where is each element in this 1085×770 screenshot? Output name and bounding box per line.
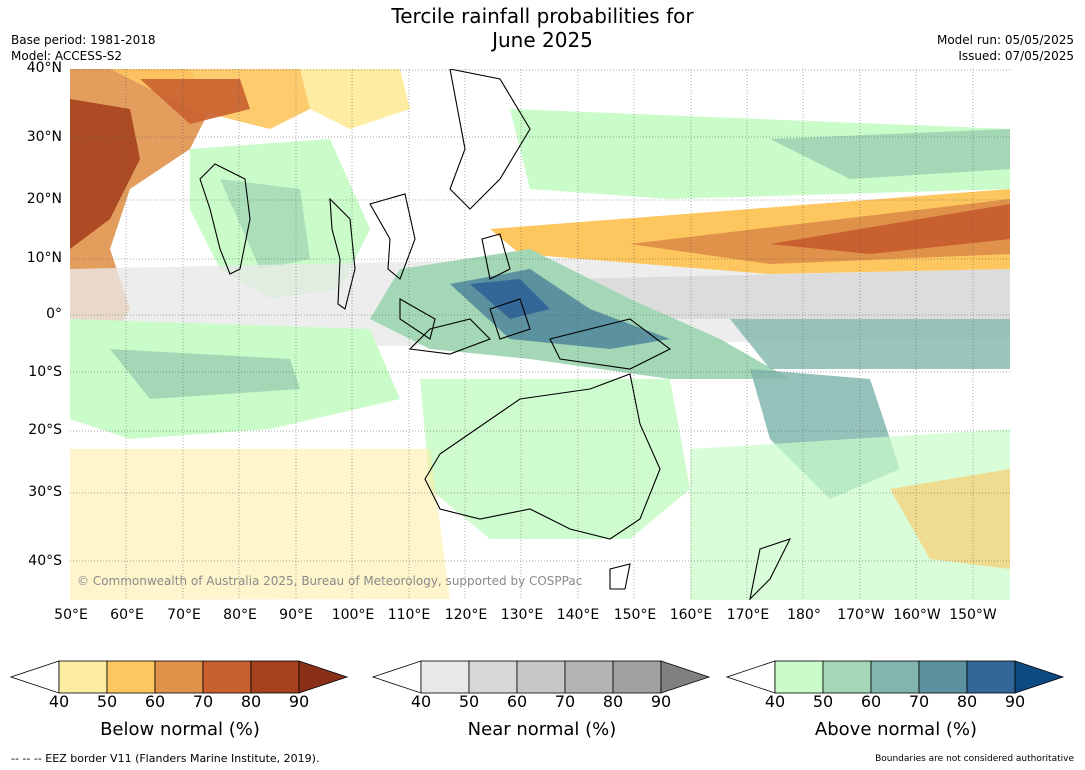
lon-label: 180° bbox=[787, 607, 821, 623]
tick-label: 80 bbox=[602, 692, 624, 711]
model-name: Model: ACCESS-S2 bbox=[11, 49, 123, 63]
graticule bbox=[70, 69, 1010, 600]
lon-label: 100°E bbox=[331, 607, 375, 623]
lon-label: 170°W bbox=[837, 607, 885, 623]
tick-label: 40 bbox=[764, 692, 786, 711]
colorbar-segment bbox=[58, 660, 108, 694]
tick-label: 70 bbox=[554, 692, 576, 711]
probability-field bbox=[70, 69, 1010, 600]
lat-label: 40°S bbox=[28, 553, 62, 569]
colorbar-segment bbox=[106, 660, 156, 694]
colorbar-extend-high bbox=[1014, 660, 1065, 694]
lon-label: 150°E bbox=[613, 607, 657, 623]
tick-label: 80 bbox=[956, 692, 978, 711]
colorbar-segment bbox=[468, 660, 518, 694]
lat-label: 20°S bbox=[28, 422, 62, 438]
colorbar-below-normal bbox=[10, 660, 349, 694]
tick-label: 50 bbox=[458, 692, 480, 711]
lon-label: 70°E bbox=[167, 607, 201, 623]
colorbar-segment bbox=[154, 660, 204, 694]
colorbar-segments bbox=[10, 660, 349, 694]
meta-right: Model run: 05/05/2025 Issued: 07/05/2025 bbox=[937, 32, 1074, 64]
lon-label: 110°E bbox=[387, 607, 431, 623]
map-title: Tercile rainfall probabilities for June … bbox=[0, 4, 1085, 52]
lat-label: 10°S bbox=[28, 364, 62, 380]
colorbar-above-normal bbox=[726, 660, 1065, 694]
lat-label: 30°S bbox=[28, 484, 62, 500]
tick-label: 70 bbox=[908, 692, 930, 711]
tick-label: 40 bbox=[410, 692, 432, 711]
colorbar-segment bbox=[420, 660, 470, 694]
colorbar-near-normal bbox=[372, 660, 711, 694]
tick-label: 60 bbox=[506, 692, 528, 711]
colorbar-segment bbox=[822, 660, 872, 694]
lon-label: 50°E bbox=[54, 607, 88, 623]
issued-date: Issued: 07/05/2025 bbox=[958, 49, 1074, 63]
lon-label: 120°E bbox=[444, 607, 488, 623]
tick-label: 40 bbox=[48, 692, 70, 711]
lon-label: 160°W bbox=[893, 607, 941, 623]
colorbar-segments bbox=[726, 660, 1065, 694]
lon-label: 170°E bbox=[726, 607, 770, 623]
tick-label: 60 bbox=[144, 692, 166, 711]
colorbar-segment bbox=[774, 660, 824, 694]
tick-label: 70 bbox=[192, 692, 214, 711]
colorbar-label-below: Below normal (%) bbox=[100, 719, 260, 740]
title-line-2: June 2025 bbox=[492, 28, 593, 52]
lon-label: 90°E bbox=[279, 607, 313, 623]
lon-label: 150°W bbox=[949, 607, 997, 623]
colorbar-segment bbox=[202, 660, 252, 694]
colorbar-segment bbox=[918, 660, 968, 694]
copyright-notice: © Commonwealth of Australia 2025, Bureau… bbox=[77, 574, 583, 588]
lat-label: 40°N bbox=[26, 60, 62, 76]
tick-label: 50 bbox=[812, 692, 834, 711]
model-run: Model run: 05/05/2025 bbox=[936, 33, 1074, 47]
colorbar-segment bbox=[250, 660, 300, 694]
lat-label: 20°N bbox=[26, 191, 62, 207]
colorbar-extend-high bbox=[660, 660, 711, 694]
tick-label: 80 bbox=[240, 692, 262, 711]
title-line-1: Tercile rainfall probabilities for bbox=[391, 4, 694, 28]
lon-label: 160°E bbox=[669, 607, 713, 623]
lon-label: 130°E bbox=[500, 607, 544, 623]
colorbar-segment bbox=[870, 660, 920, 694]
tick-label: 90 bbox=[288, 692, 310, 711]
rainfall-map bbox=[70, 69, 1010, 600]
colorbar-label-above: Above normal (%) bbox=[814, 719, 978, 740]
lat-label: 0° bbox=[46, 306, 62, 322]
colorbar-segments bbox=[372, 660, 711, 694]
colorbar-extend-low bbox=[726, 660, 776, 694]
eez-legend: -- -- -- EEZ border V11 (Flanders Marine… bbox=[11, 752, 320, 765]
lon-label: 60°E bbox=[110, 607, 144, 623]
colorbar-segment bbox=[564, 660, 614, 694]
colorbar-label-near: Near normal (%) bbox=[467, 719, 617, 740]
meta-left: Base period: 1981-2018 Model: ACCESS-S2 bbox=[11, 32, 156, 64]
lat-label: 10°N bbox=[26, 250, 62, 266]
tick-label: 50 bbox=[96, 692, 118, 711]
lat-label: 30°N bbox=[26, 129, 62, 145]
tick-label: 90 bbox=[1004, 692, 1026, 711]
tick-label: 90 bbox=[650, 692, 672, 711]
base-period: Base period: 1981-2018 bbox=[11, 33, 156, 47]
lon-label: 140°E bbox=[556, 607, 600, 623]
colorbar-segment bbox=[966, 660, 1016, 694]
colorbar-extend-low bbox=[10, 660, 60, 694]
tick-label: 60 bbox=[860, 692, 882, 711]
coastlines bbox=[199, 69, 792, 600]
colorbar-extend-high bbox=[298, 660, 349, 694]
lon-label: 80°E bbox=[223, 607, 257, 623]
colorbar-segment bbox=[612, 660, 662, 694]
colorbar-segment bbox=[516, 660, 566, 694]
colorbar-extend-low bbox=[372, 660, 422, 694]
boundaries-disclaimer: Boundaries are not considered authoritat… bbox=[875, 754, 1074, 764]
